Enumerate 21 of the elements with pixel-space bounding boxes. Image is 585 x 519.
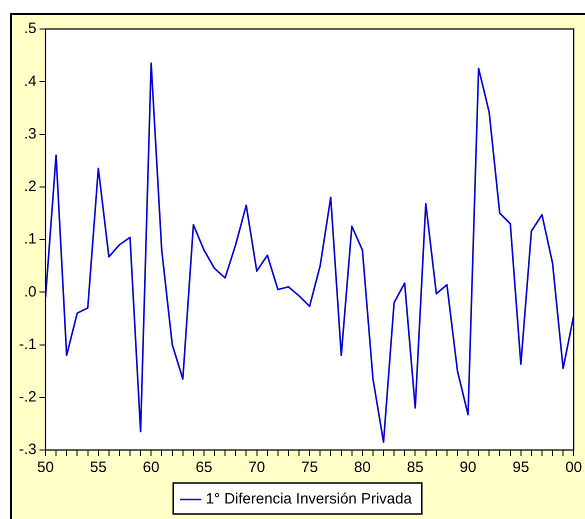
x-tick-label: 90 (460, 459, 476, 476)
y-tick-label: -.1 (18, 336, 37, 353)
x-tick-label: 75 (301, 459, 318, 476)
y-tick-label: .5 (24, 20, 37, 38)
y-tick-label: .3 (24, 125, 37, 142)
x-tick-label: 55 (90, 459, 107, 476)
x-tick-label: 50 (37, 459, 54, 476)
y-tick-label: .1 (24, 230, 37, 248)
x-tick-label: 85 (406, 459, 424, 476)
y-tick-label: .0 (24, 283, 37, 300)
legend-label: 1° Diferencia Inversión Privada (206, 490, 412, 508)
x-tick-label: 00 (565, 459, 582, 476)
x-tick-label: 95 (512, 459, 530, 476)
y-tick-label: -.3 (18, 441, 37, 458)
y-tick-label: .4 (24, 72, 37, 90)
y-tick-label: .2 (24, 178, 37, 196)
x-tick-label: 60 (142, 459, 160, 476)
x-tick-label: 65 (196, 459, 212, 476)
x-tick-label: 80 (354, 459, 371, 476)
y-tick-label: -.2 (18, 388, 37, 406)
x-tick-label: 70 (248, 459, 266, 476)
